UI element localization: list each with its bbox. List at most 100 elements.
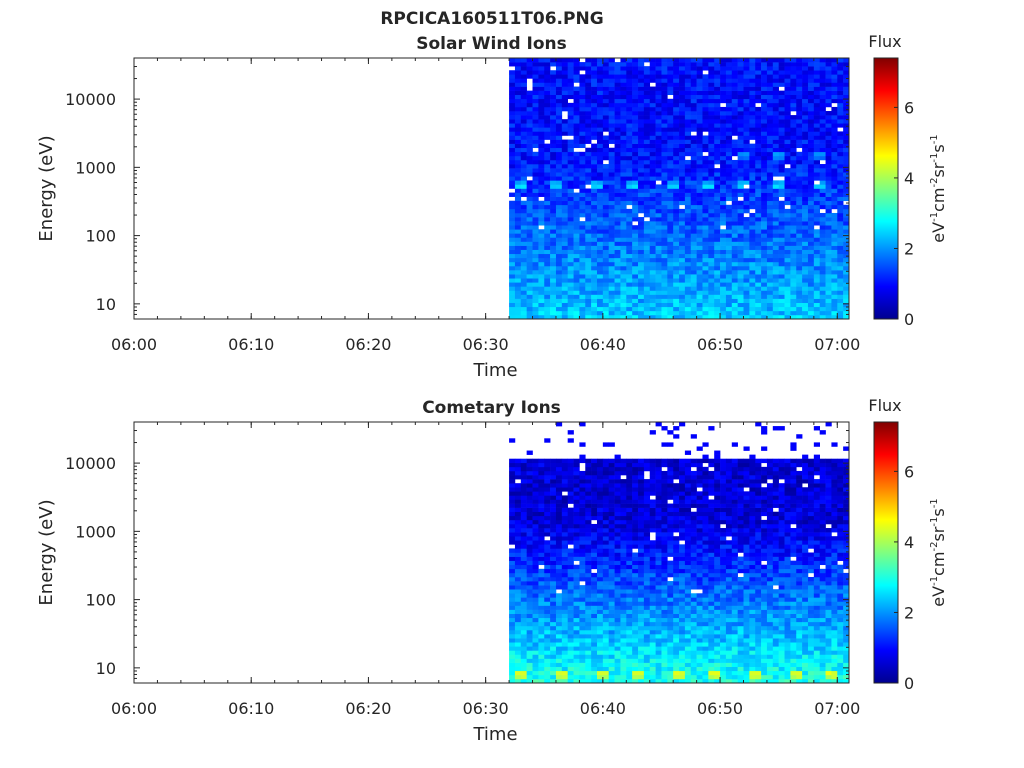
heatmap-cell <box>585 511 592 517</box>
heatmap-cell <box>720 131 727 136</box>
heatmap-cell <box>555 204 563 210</box>
heatmap-cell <box>708 151 715 157</box>
heatmap-cell <box>550 78 557 83</box>
heatmap-cell <box>696 70 703 75</box>
heatmap-cell <box>561 479 568 484</box>
heatmap-cell <box>649 314 656 320</box>
heatmap-cell <box>731 233 738 238</box>
heatmap-cell <box>702 261 709 267</box>
heatmap-cell <box>550 229 557 234</box>
heatmap-cell <box>620 678 627 684</box>
heatmap-cell <box>596 572 604 578</box>
heatmap-cell <box>620 196 627 202</box>
heatmap-cell <box>614 151 621 157</box>
heatmap-cell <box>520 605 527 610</box>
heatmap-cell <box>567 576 574 582</box>
heatmap-cell <box>544 515 551 521</box>
heatmap-cell <box>766 241 774 246</box>
heatmap-cell <box>819 200 826 206</box>
heatmap-cell <box>837 164 844 169</box>
heatmap-cell <box>643 127 651 132</box>
heatmap-cell <box>755 306 762 312</box>
heatmap-cell <box>673 70 680 75</box>
heatmap-cell <box>831 265 838 271</box>
heatmap-cell <box>843 188 850 193</box>
heatmap-cell <box>538 253 545 259</box>
heatmap-cell <box>579 212 586 218</box>
heatmap-cell <box>643 139 651 144</box>
heatmap-cell <box>755 155 762 161</box>
heatmap-cell <box>690 204 697 210</box>
heatmap-cell <box>696 90 703 96</box>
heatmap-cell <box>655 282 662 287</box>
heatmap-cell <box>538 184 545 189</box>
heatmap-cell <box>544 221 551 226</box>
heatmap-cell <box>766 94 774 100</box>
heatmap-cell <box>749 229 756 234</box>
heatmap-cell <box>837 123 844 128</box>
heatmap-cell <box>538 670 545 676</box>
heatmap-cell <box>708 188 715 193</box>
heatmap-cell <box>743 314 750 320</box>
heatmap-cell <box>813 86 820 91</box>
heatmap-cell <box>696 261 703 267</box>
heatmap-cell <box>538 58 545 63</box>
heatmap-cell <box>632 229 639 234</box>
heatmap-cell <box>696 302 703 308</box>
heatmap-cell <box>725 261 733 267</box>
heatmap-cell <box>702 119 709 124</box>
heatmap-cell <box>807 66 815 71</box>
heatmap-cell <box>684 217 692 222</box>
heatmap-cell <box>802 78 809 83</box>
heatmap-cell <box>620 556 627 561</box>
heatmap-cell <box>673 257 680 263</box>
heatmap-cell <box>585 286 592 291</box>
heatmap-cell <box>837 159 844 165</box>
heatmap-cell <box>807 278 815 283</box>
heatmap-cell <box>772 159 779 165</box>
heatmap-cell <box>596 102 604 108</box>
heatmap-cell <box>755 200 762 206</box>
heatmap-cell <box>673 127 680 132</box>
heatmap-cell <box>796 306 803 312</box>
heatmap-cell <box>802 261 809 267</box>
heatmap-cell <box>755 74 762 79</box>
heatmap-cell <box>766 229 774 234</box>
heatmap-cell <box>509 536 516 541</box>
heatmap-cell <box>532 123 539 128</box>
heatmap-cell <box>509 168 516 173</box>
heatmap-cell <box>825 196 832 202</box>
heatmap-cell <box>731 172 738 177</box>
heatmap-cell <box>638 147 645 153</box>
heatmap-cell <box>538 475 545 480</box>
heatmap-cell <box>819 123 826 128</box>
heatmap-cell <box>796 98 803 104</box>
heatmap-cell <box>550 217 557 222</box>
heatmap-cell <box>596 298 604 303</box>
heatmap-cell <box>561 233 568 238</box>
heatmap-cell <box>509 642 516 647</box>
heatmap-cell <box>837 143 844 149</box>
heatmap-cell <box>520 499 527 504</box>
heatmap-cell <box>673 188 680 193</box>
heatmap-cell <box>737 172 744 177</box>
heatmap-cell <box>737 139 744 144</box>
heatmap-cell <box>526 196 533 202</box>
heatmap-cell <box>673 225 680 230</box>
heatmap-cell <box>831 237 838 242</box>
heatmap-cell <box>602 597 610 602</box>
heatmap-cell <box>778 106 785 112</box>
heatmap-cell <box>620 257 627 263</box>
heatmap-cell <box>632 62 639 67</box>
heatmap-cell <box>643 98 651 104</box>
heatmap-cell <box>802 282 809 287</box>
heatmap-cell <box>755 172 762 177</box>
heatmap-cell <box>843 245 850 250</box>
heatmap-cell <box>544 147 551 153</box>
heatmap-cell <box>550 286 557 291</box>
heatmap-cell <box>514 221 522 226</box>
heatmap-cell <box>720 237 727 242</box>
heatmap-cell <box>819 192 826 197</box>
heatmap-cell <box>585 617 592 623</box>
heatmap-cell <box>614 225 621 230</box>
